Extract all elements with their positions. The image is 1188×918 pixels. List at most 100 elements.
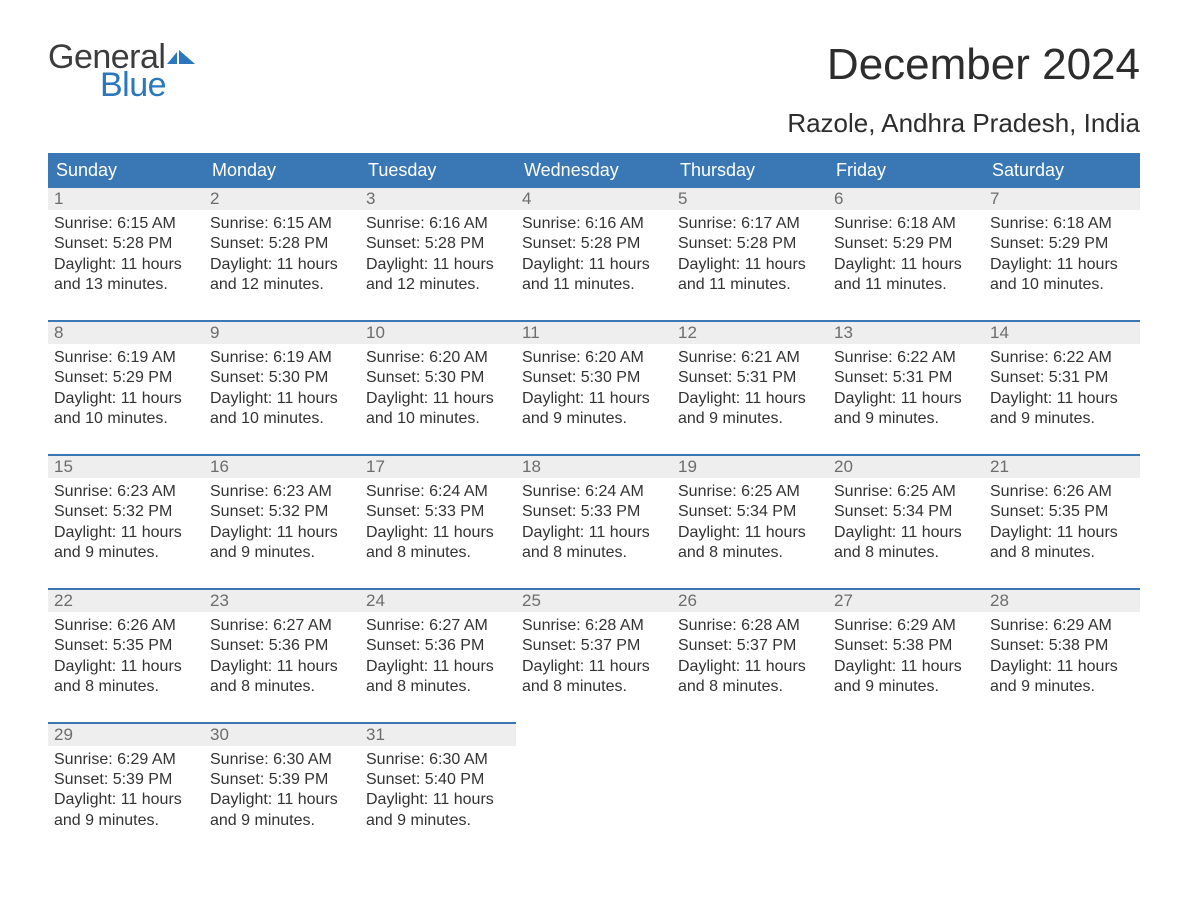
day-info-line: Sunrise: 6:27 AM — [366, 616, 510, 636]
day-info-line: Sunrise: 6:26 AM — [990, 482, 1134, 502]
day-number — [828, 723, 984, 746]
day-info-line: Daylight: 11 hours — [210, 523, 354, 543]
day-info-line: Daylight: 11 hours — [54, 790, 198, 810]
day-header: Tuesday — [360, 154, 516, 187]
day-info-line: Sunset: 5:30 PM — [210, 368, 354, 388]
day-number: 8 — [48, 321, 204, 344]
day-info-line: Daylight: 11 hours — [54, 657, 198, 677]
day-info-line: and 11 minutes. — [678, 275, 822, 295]
week-info-row: Sunrise: 6:29 AMSunset: 5:39 PMDaylight:… — [48, 746, 1140, 856]
day-number: 10 — [360, 321, 516, 344]
day-info-line: Daylight: 11 hours — [366, 255, 510, 275]
day-info-line: Sunset: 5:28 PM — [522, 234, 666, 254]
day-info-line: Sunset: 5:33 PM — [522, 502, 666, 522]
day-info-line: Sunset: 5:30 PM — [522, 368, 666, 388]
day-info-line: Daylight: 11 hours — [834, 657, 978, 677]
day-info-line: Sunset: 5:38 PM — [834, 636, 978, 656]
day-info-line: Sunrise: 6:20 AM — [366, 348, 510, 368]
day-info-line: Daylight: 11 hours — [990, 389, 1134, 409]
day-info-line: Daylight: 11 hours — [366, 657, 510, 677]
day-number: 31 — [360, 723, 516, 746]
day-number: 25 — [516, 589, 672, 612]
day-info-line: Sunrise: 6:22 AM — [834, 348, 978, 368]
day-info-line: Daylight: 11 hours — [990, 255, 1134, 275]
day-info: Sunrise: 6:22 AMSunset: 5:31 PMDaylight:… — [828, 344, 984, 455]
day-info-line: Sunrise: 6:16 AM — [366, 214, 510, 234]
day-info-line: and 9 minutes. — [990, 677, 1134, 697]
day-info: Sunrise: 6:16 AMSunset: 5:28 PMDaylight:… — [516, 210, 672, 321]
logo-text-blue: Blue — [100, 68, 195, 102]
location: Razole, Andhra Pradesh, India — [48, 108, 1140, 139]
day-info-line: Sunrise: 6:16 AM — [522, 214, 666, 234]
week-info-row: Sunrise: 6:15 AM Sunset: 5:28 PM Daylight:… — [48, 210, 1140, 321]
day-info-line: Sunset: 5:34 PM — [678, 502, 822, 522]
week-daynum-row: 1234567 — [48, 187, 1140, 210]
day-info-line: Sunrise: 6:22 AM — [990, 348, 1134, 368]
day-number: 21 — [984, 455, 1140, 478]
day-info-line: Sunrise: 6:23 AM — [210, 482, 354, 502]
day-info-line: Sunrise: 6:18 AM — [990, 214, 1134, 234]
day-info-line: Sunrise: 6:18 AM — [834, 214, 978, 234]
day-info-line: Daylight: 11 hours — [54, 255, 198, 275]
day-info-line: Sunrise: 6:28 AM — [678, 616, 822, 636]
title-block: December 2024 — [827, 40, 1140, 90]
day-info-line: and 9 minutes. — [678, 409, 822, 429]
day-info: Sunrise: 6:29 AMSunset: 5:38 PMDaylight:… — [984, 612, 1140, 723]
day-header: Wednesday — [516, 154, 672, 187]
day-info: Sunrise: 6:22 AMSunset: 5:31 PMDaylight:… — [984, 344, 1140, 455]
day-info-line: and 8 minutes. — [210, 677, 354, 697]
day-info: Sunrise: 6:23 AMSunset: 5:32 PMDaylight:… — [48, 478, 204, 589]
day-info-line: Sunrise: 6:28 AM — [522, 616, 666, 636]
day-info-line: and 8 minutes. — [678, 677, 822, 697]
day-info-line: and 8 minutes. — [366, 543, 510, 563]
day-number: 27 — [828, 589, 984, 612]
day-number: 22 — [48, 589, 204, 612]
day-info-line: Daylight: 11 hours — [678, 255, 822, 275]
day-info: Sunrise: 6:18 AMSunset: 5:29 PMDaylight:… — [984, 210, 1140, 321]
day-number: 13 — [828, 321, 984, 344]
day-info-line: and 8 minutes. — [522, 677, 666, 697]
day-number: 6 — [828, 187, 984, 210]
day-info-line: Daylight: 11 hours — [522, 657, 666, 677]
day-info-line: and 8 minutes. — [834, 543, 978, 563]
day-info-line: and 8 minutes. — [678, 543, 822, 563]
day-header: Saturday — [984, 154, 1140, 187]
day-info: Sunrise: 6:21 AMSunset: 5:31 PMDaylight:… — [672, 344, 828, 455]
day-info-line: Sunset: 5:29 PM — [834, 234, 978, 254]
week-daynum-row: 22232425262728 — [48, 589, 1140, 612]
day-info-line: Sunset: 5:35 PM — [990, 502, 1134, 522]
day-info: Sunrise: 6:30 AMSunset: 5:39 PMDaylight:… — [204, 746, 360, 856]
day-info-line: and 9 minutes. — [990, 409, 1134, 429]
day-info-line: Daylight: 11 hours — [990, 523, 1134, 543]
day-header: Monday — [204, 154, 360, 187]
day-info-line: Daylight: 11 hours — [522, 523, 666, 543]
day-info-line: Sunrise: 6:29 AM — [990, 616, 1134, 636]
day-info-line: Sunset: 5:32 PM — [210, 502, 354, 522]
day-info-line: Daylight: 11 hours — [210, 255, 354, 275]
day-number: 4 — [516, 187, 672, 210]
day-info-line: Sunset: 5:34 PM — [834, 502, 978, 522]
day-info-line: Sunrise: 6:21 AM — [678, 348, 822, 368]
day-info-line: Sunrise: 6:30 AM — [366, 750, 510, 770]
day-info-line: Sunrise: 6:25 AM — [678, 482, 822, 502]
day-info-line: Daylight: 11 hours — [678, 389, 822, 409]
day-number: 28 — [984, 589, 1140, 612]
day-info-line: Sunrise: 6:15 AM — [210, 214, 354, 234]
week-info-row: Sunrise: 6:26 AMSunset: 5:35 PMDaylight:… — [48, 612, 1140, 723]
day-info-line: Sunset: 5:38 PM — [990, 636, 1134, 656]
day-info-line: and 9 minutes. — [834, 409, 978, 429]
week-daynum-row: 891011121314 — [48, 321, 1140, 344]
day-info: Sunrise: 6:28 AMSunset: 5:37 PMDaylight:… — [516, 612, 672, 723]
day-info-line: Daylight: 11 hours — [678, 657, 822, 677]
day-info-line: and 10 minutes. — [990, 275, 1134, 295]
day-number: 17 — [360, 455, 516, 478]
day-number: 15 — [48, 455, 204, 478]
day-info-line: Daylight: 11 hours — [834, 389, 978, 409]
day-info-line: and 9 minutes. — [54, 543, 198, 563]
day-info-line: Sunset: 5:40 PM — [366, 770, 510, 790]
day-info-line: and 9 minutes. — [366, 811, 510, 831]
day-number — [516, 723, 672, 746]
day-info: Sunrise: 6:24 AMSunset: 5:33 PMDaylight:… — [360, 478, 516, 589]
day-info-line: Sunset: 5:31 PM — [678, 368, 822, 388]
day-info-line: Sunrise: 6:19 AM — [210, 348, 354, 368]
